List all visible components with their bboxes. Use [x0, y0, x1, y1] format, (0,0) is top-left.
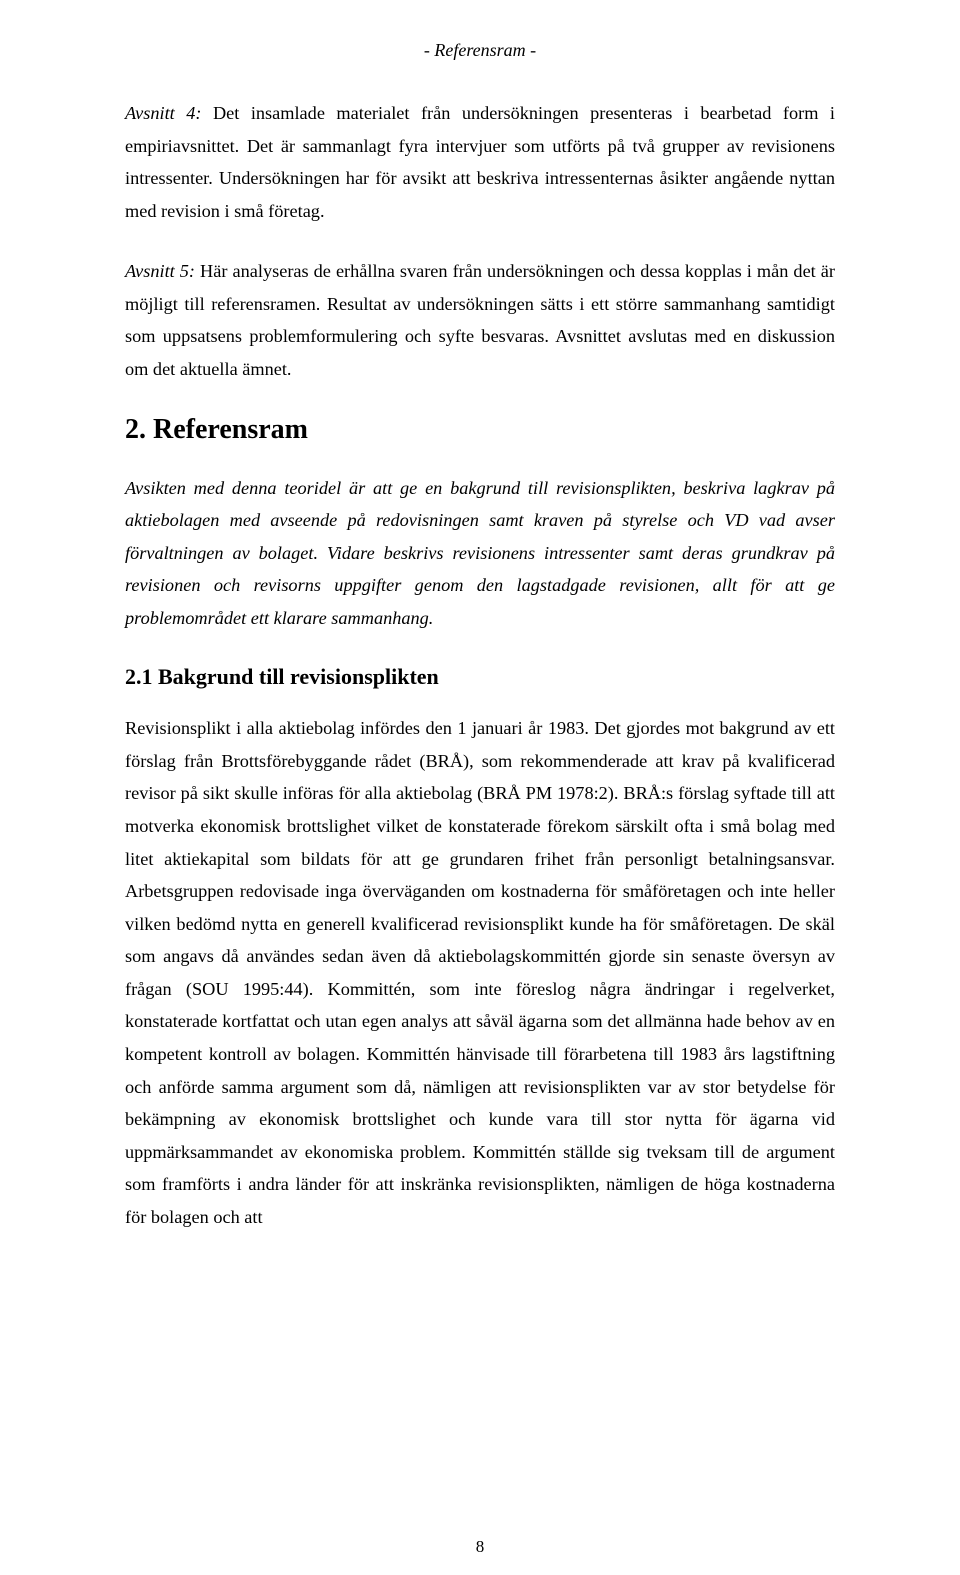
page-number: 8 [0, 1537, 960, 1557]
page-header: - Referensram - [125, 40, 835, 61]
avsnitt-4-body: Det insamlade materialet från undersökni… [125, 103, 835, 221]
heading-2-1: 2.1 Bakgrund till revisionsplikten [125, 664, 835, 690]
heading-referensram: 2. Referensram [125, 414, 835, 446]
paragraph-avsnitt-4: Avsnitt 4: Det insamlade materialet från… [125, 97, 835, 227]
avsnitt-5-body: Här analyseras de erhållna svaren från u… [125, 261, 835, 379]
section-2-1-body: Revisionsplikt i alla aktiebolag införde… [125, 712, 835, 1233]
section-2-intro: Avsikten med denna teoridel är att ge en… [125, 472, 835, 635]
avsnitt-4-lead: Avsnitt 4: [125, 103, 201, 123]
avsnitt-5-lead: Avsnitt 5: [125, 261, 195, 281]
paragraph-avsnitt-5: Avsnitt 5: Här analyseras de erhållna sv… [125, 255, 835, 385]
page: - Referensram - Avsnitt 4: Det insamlade… [0, 0, 960, 1575]
